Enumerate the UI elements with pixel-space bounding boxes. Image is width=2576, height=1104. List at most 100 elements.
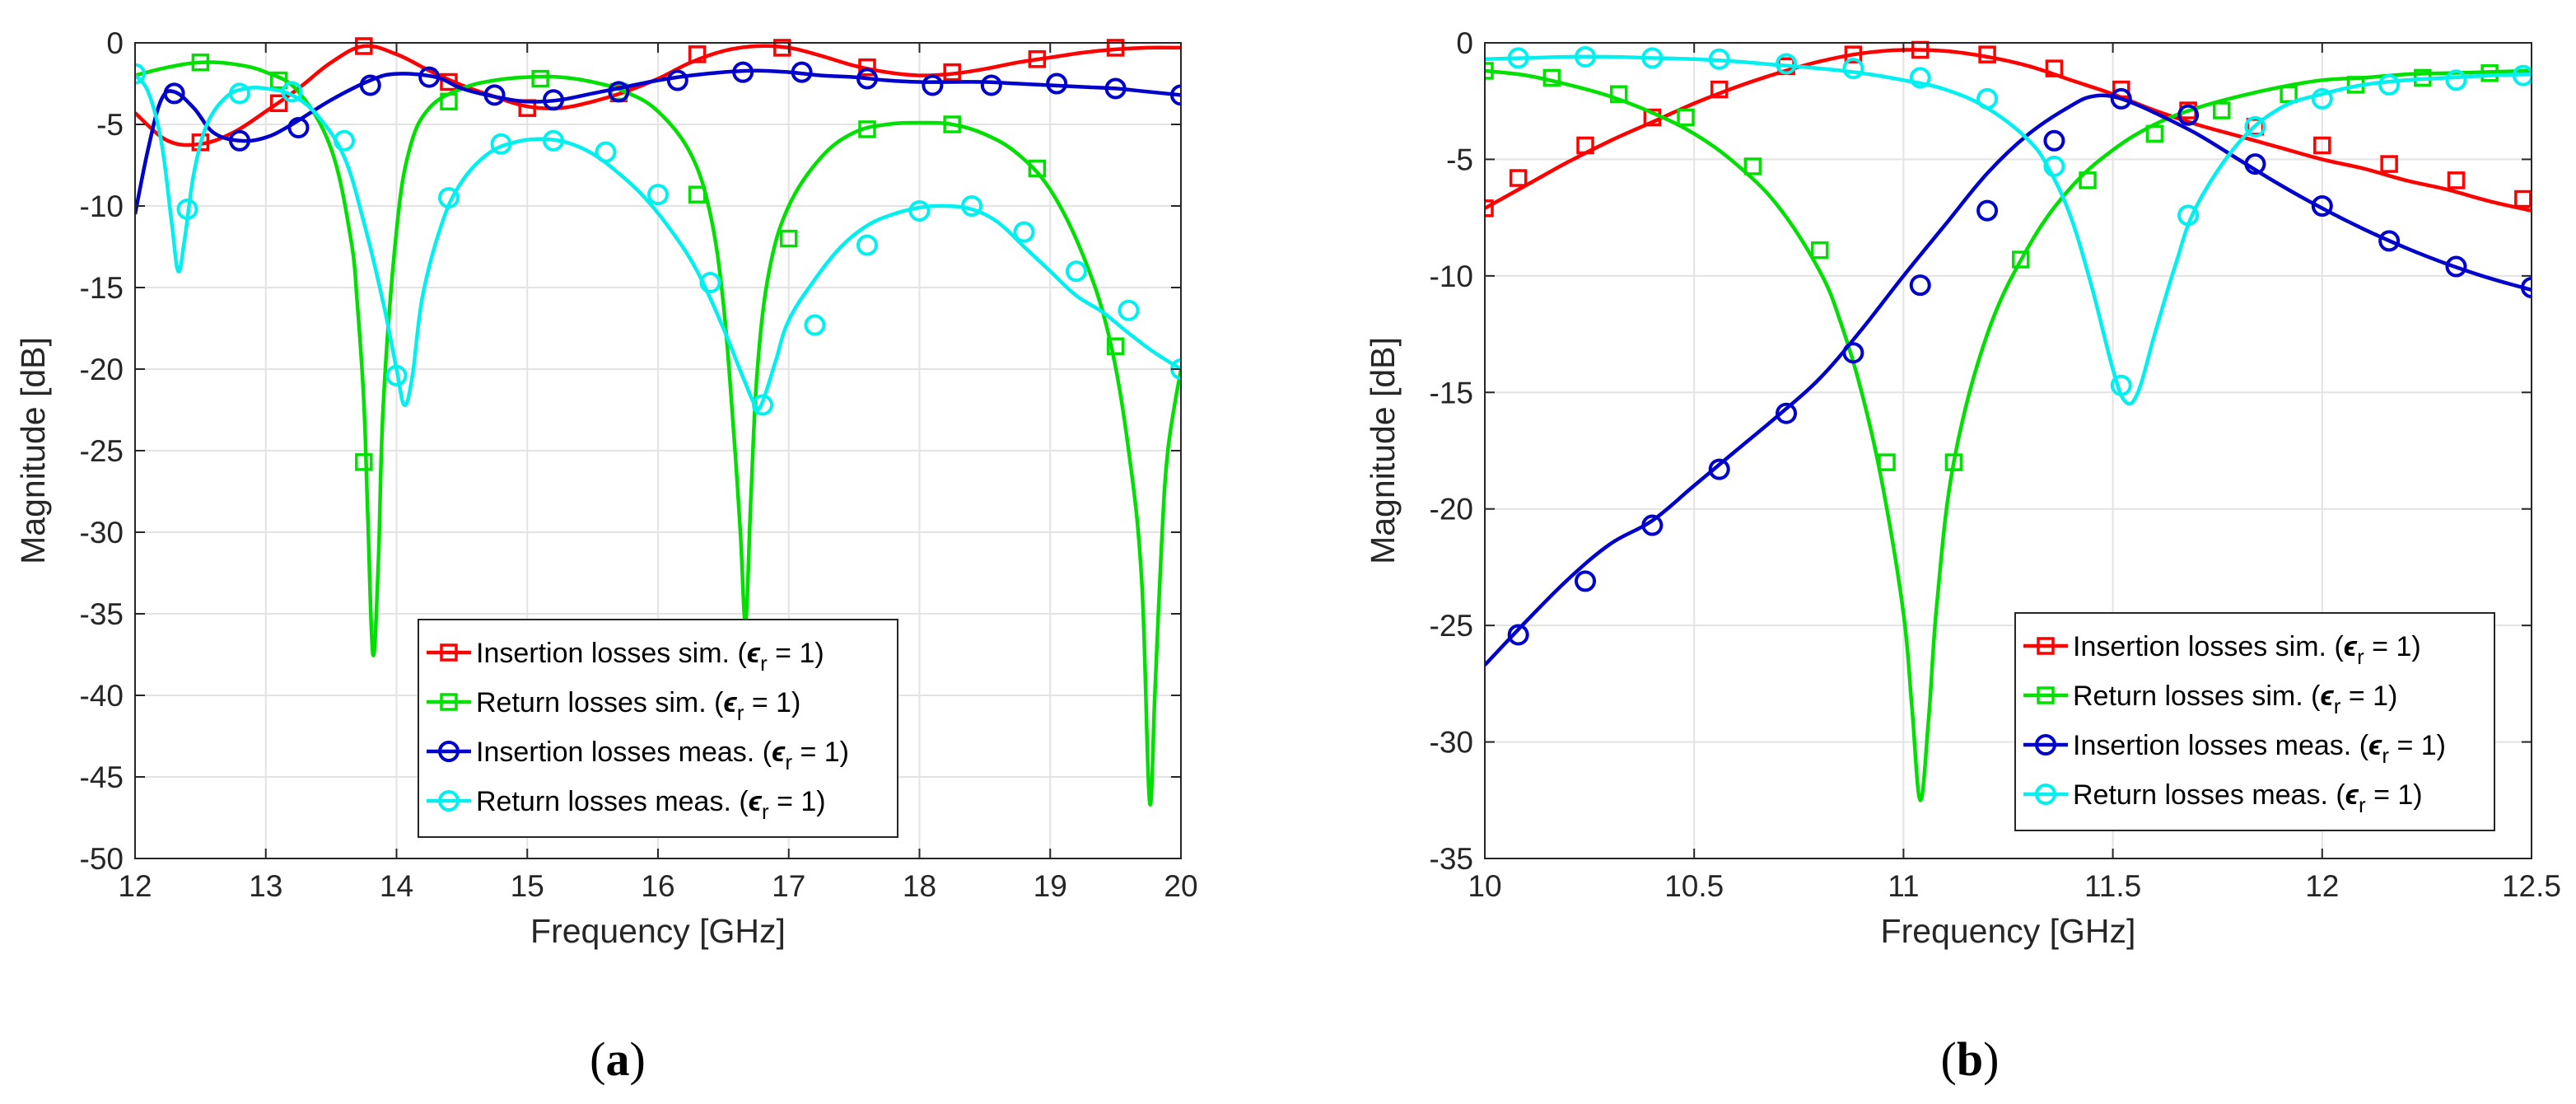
- data-point: [1028, 50, 1047, 68]
- legend-label-subscript: r: [737, 700, 744, 725]
- data-point: [2447, 171, 2466, 189]
- y-tick-label: -35: [80, 597, 124, 631]
- data-point: [385, 364, 408, 386]
- legend-label-epsilon: ϵ: [772, 737, 786, 768]
- data-point: [229, 82, 250, 105]
- data-point: [791, 61, 813, 83]
- series-group: [1485, 40, 2532, 802]
- data-point: [856, 68, 878, 90]
- data-point: [980, 74, 1002, 96]
- x-tick-label: 12: [118, 869, 152, 903]
- data-point: [359, 74, 381, 96]
- legend-label-text: Return losses sim. (: [2073, 681, 2321, 712]
- data-point: [1976, 87, 1999, 110]
- chart-panel-a: 12 13 14 15 16 17 18 19 20 0 -5 -10 -15 -20 -25 -30 -35 -…: [14, 26, 1198, 950]
- data-point: [1485, 62, 1494, 80]
- legend-label: Insertion losses meas. (ϵr = 1): [476, 737, 849, 774]
- data-point: [1944, 453, 1963, 471]
- data-point: [1776, 402, 1798, 424]
- data-point: [281, 81, 303, 103]
- legend-label-epsilon: ϵ: [2345, 779, 2359, 811]
- x-axis-label: Frequency [GHz]: [530, 912, 786, 950]
- data-point: [2177, 104, 2200, 126]
- data-point: [2145, 124, 2164, 143]
- data-point: [2043, 155, 2065, 177]
- data-point: [1710, 80, 1729, 99]
- data-point: [1104, 77, 1127, 100]
- legend-marker: [2037, 637, 2055, 655]
- legend-label: Insertion losses sim. (ϵr = 1): [2073, 631, 2421, 669]
- data-point: [483, 84, 506, 106]
- data-point: [647, 184, 669, 206]
- data-point: [1118, 299, 1140, 321]
- data-point: [2378, 73, 2401, 96]
- data-point: [2043, 129, 2065, 152]
- data-point: [858, 120, 876, 138]
- data-point: [2521, 277, 2532, 298]
- legend-marker: [2035, 734, 2056, 755]
- legend-box: [2014, 612, 2495, 831]
- axes-box: [1484, 42, 2532, 859]
- data-point: [2177, 204, 2200, 227]
- data-point: [229, 129, 250, 152]
- legend-label-subscript: r: [762, 799, 769, 824]
- legend-label-text: Return losses sim. (: [476, 687, 724, 718]
- data-point: [135, 63, 146, 85]
- data-point: [2110, 87, 2132, 110]
- data-point: [780, 229, 798, 248]
- series-line-1: [135, 60, 1181, 807]
- legend-label-equals: = 1): [2366, 779, 2423, 811]
- data-point: [2244, 153, 2266, 175]
- y-tick-label: -25: [1430, 609, 1473, 643]
- data-point: [163, 82, 185, 105]
- data-point: [355, 453, 373, 471]
- data-point: [943, 63, 961, 82]
- data-point: [943, 115, 961, 133]
- legend-label-epsilon: ϵ: [723, 687, 737, 718]
- data-point: [2480, 64, 2499, 82]
- y-tick-label: -10: [1430, 260, 1473, 293]
- y-tick-label: 0: [1456, 26, 1473, 60]
- x-tick-label: 10: [1468, 869, 1501, 903]
- legend-label-equals: = 1): [2389, 730, 2446, 761]
- data-point: [1542, 68, 1561, 87]
- y-tick-label: -20: [1430, 493, 1473, 526]
- data-point: [287, 116, 310, 138]
- legend-label-subscript: r: [2357, 644, 2364, 669]
- legend-label-text: Insertion losses sim. (: [2073, 631, 2344, 662]
- legend-label-epsilon: ϵ: [2344, 631, 2358, 662]
- legend-label-text: Insertion losses meas. (: [476, 737, 772, 768]
- data-point: [666, 69, 688, 91]
- legend-label-equals: = 1): [2364, 631, 2421, 662]
- data-point: [1575, 570, 1597, 592]
- data-point: [1978, 45, 1996, 63]
- data-point: [1844, 45, 1863, 63]
- data-point: [543, 89, 564, 111]
- y-tick-label: -40: [80, 679, 124, 713]
- data-point: [418, 66, 441, 88]
- data-point: [1878, 453, 1896, 471]
- data-point: [2079, 171, 2097, 189]
- data-point: [2012, 250, 2030, 269]
- data-point: [1013, 221, 1035, 243]
- data-point: [1641, 514, 1664, 536]
- y-tick-label: -30: [80, 516, 124, 550]
- legend-label-epsilon: ϵ: [749, 786, 763, 817]
- legend-label-equals: = 1): [2340, 681, 2397, 712]
- legend-label-text: Return losses meas. (: [476, 786, 749, 817]
- legend: Insertion losses sim. (ϵr = 1)Return los…: [2014, 612, 2495, 831]
- y-tick-label: -5: [1446, 143, 1473, 176]
- data-point: [908, 199, 931, 222]
- series-group: [135, 37, 1181, 807]
- legend-label: Return losses meas. (ϵr = 1): [476, 786, 826, 824]
- data-point: [531, 69, 549, 88]
- series-line-0: [1485, 48, 2532, 213]
- y-tick-label: -50: [80, 842, 124, 876]
- data-point: [1170, 84, 1181, 106]
- legend-label-equals: = 1): [769, 786, 826, 817]
- data-point: [1028, 159, 1047, 178]
- legend-label-equals: = 1): [744, 687, 800, 718]
- data-point: [804, 314, 826, 336]
- x-tick-label: 16: [641, 869, 674, 903]
